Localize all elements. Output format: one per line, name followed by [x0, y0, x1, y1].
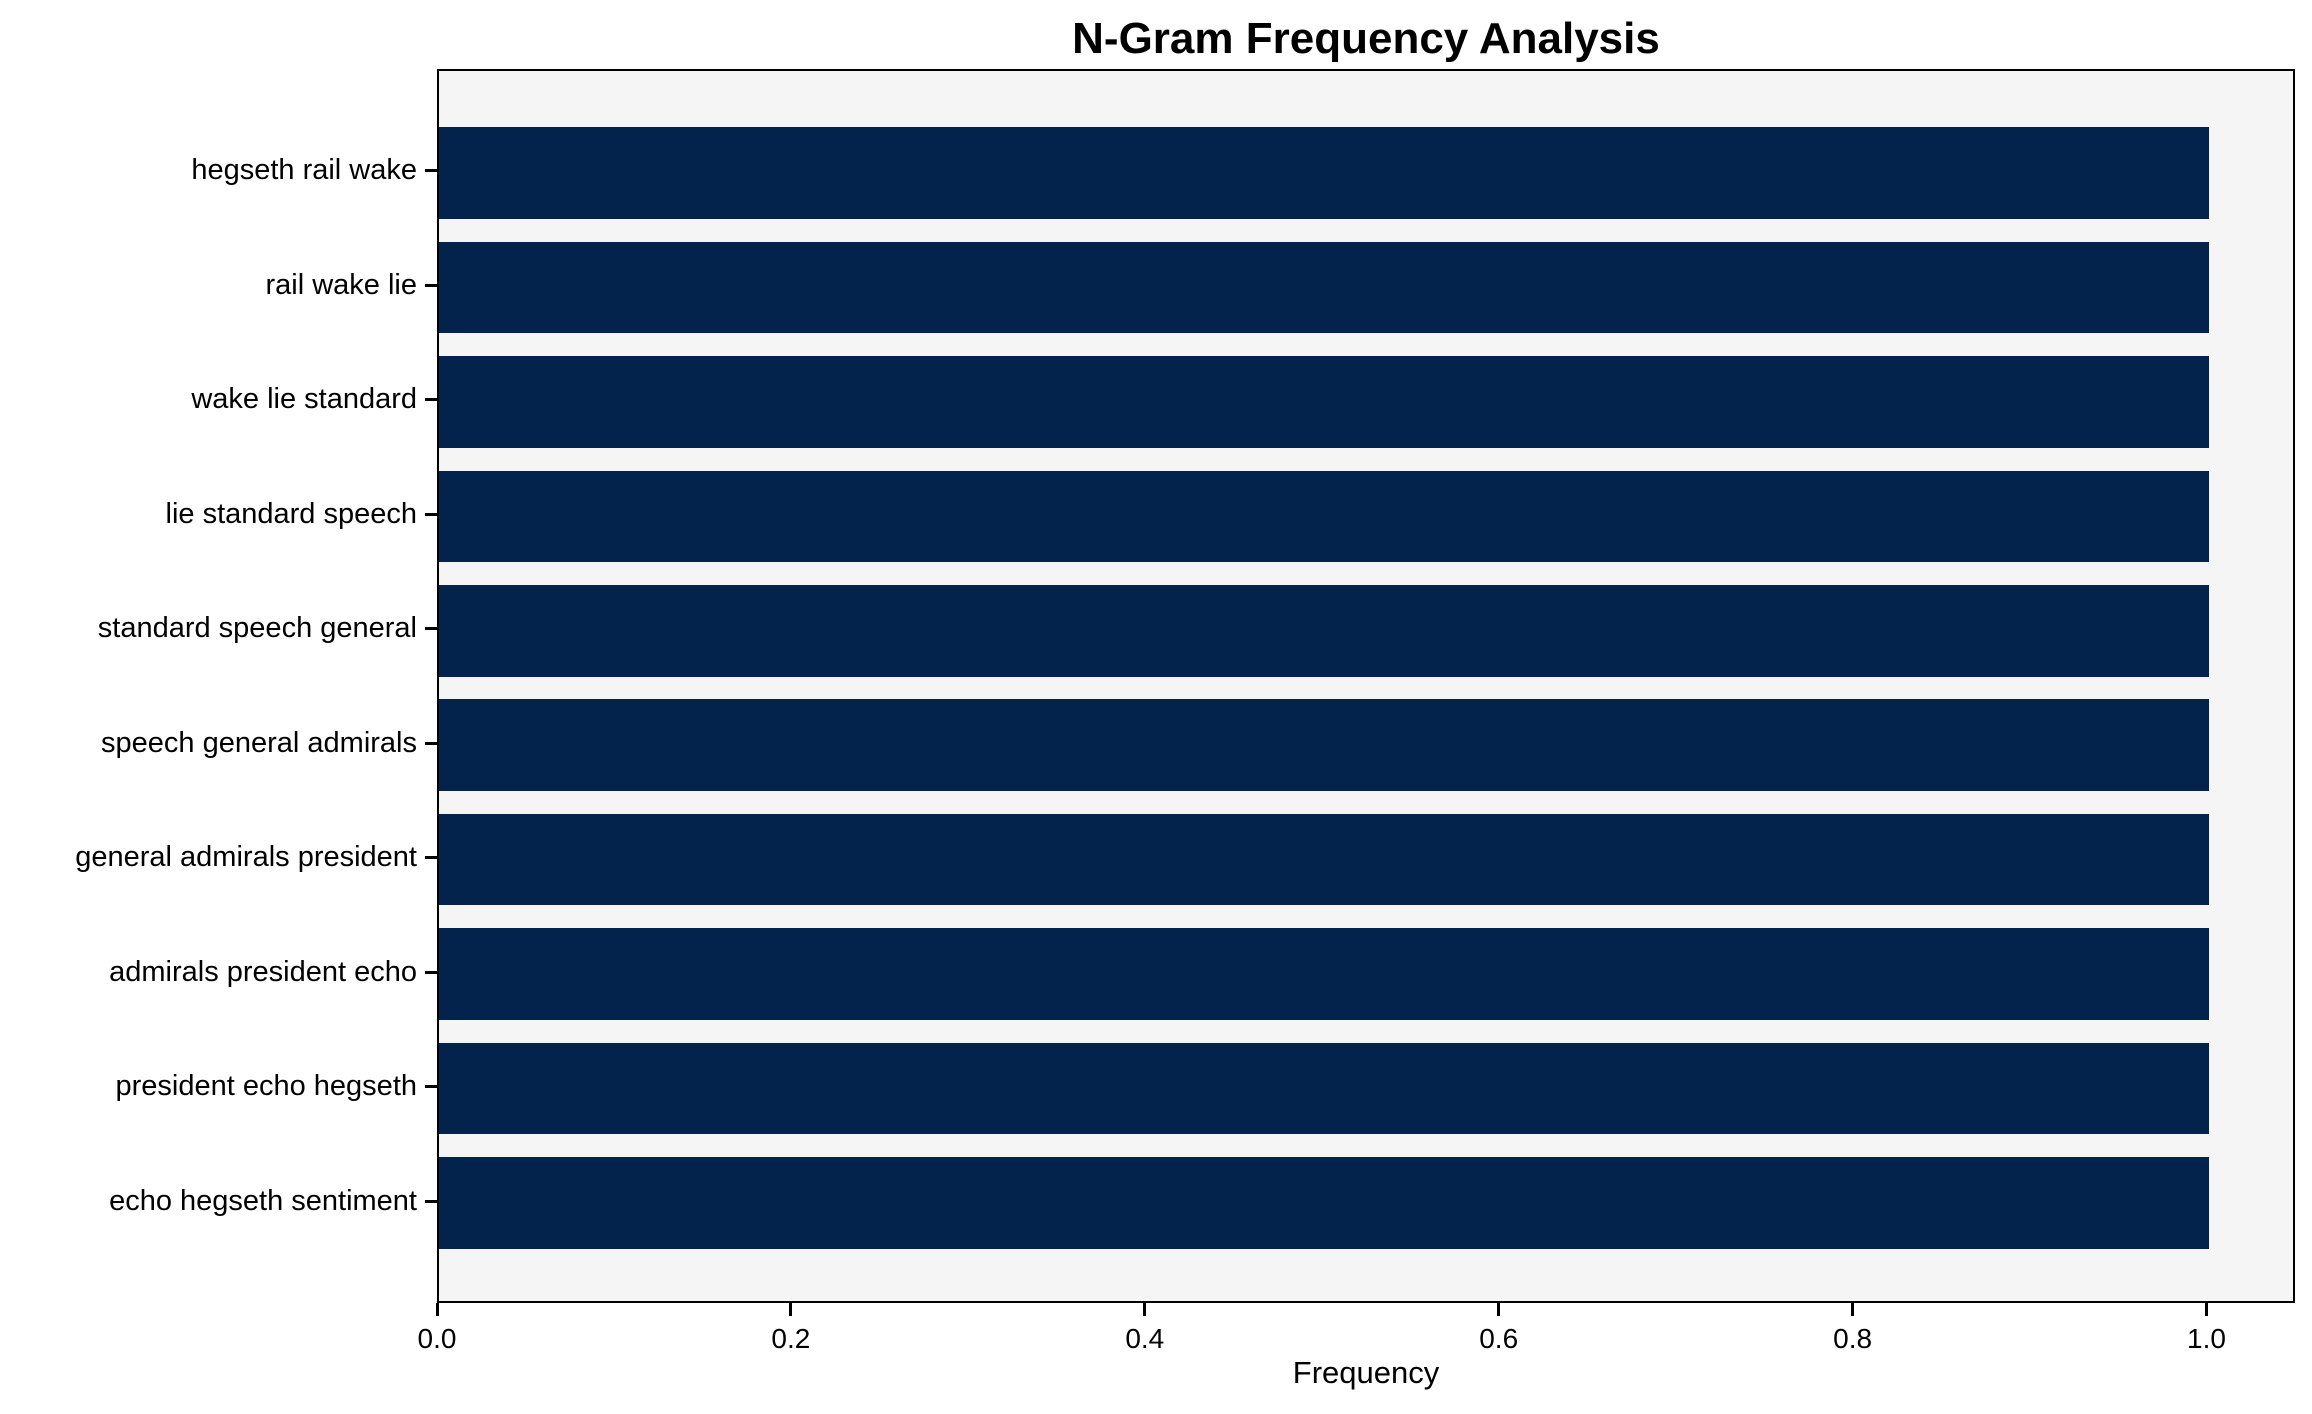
x-tick-label: 0.2: [771, 1323, 811, 1354]
x-tick-label: 0.4: [1125, 1323, 1165, 1354]
y-tick-mark: [425, 741, 437, 745]
x-tick-label: 0.6: [1479, 1323, 1519, 1354]
y-tick-label: rail wake lie: [265, 268, 418, 301]
y-tick-label: standard speech general: [97, 612, 417, 645]
bar: [439, 813, 2209, 906]
y-tick-mark: [425, 1199, 437, 1203]
x-tick-mark: [2205, 1303, 2209, 1316]
bar: [439, 356, 2209, 448]
y-tick-mark: [425, 398, 437, 402]
y-tick-label: wake lie standard: [191, 383, 417, 416]
x-tick-mark: [789, 1303, 793, 1316]
y-tick-label: president echo hegseth: [115, 1070, 418, 1103]
plot-area: [437, 69, 2295, 1303]
chart-title: N-Gram Frequency Analysis: [1072, 14, 1660, 63]
y-tick-mark: [425, 169, 437, 173]
bar: [439, 127, 2209, 219]
x-tick-mark: [435, 1303, 439, 1316]
bar: [439, 470, 2209, 563]
x-tick-mark: [1851, 1303, 1855, 1316]
y-tick-mark: [425, 856, 437, 860]
y-tick-label: general admirals president: [75, 841, 417, 874]
y-tick-mark: [425, 283, 437, 287]
x-tick-label: 0.0: [417, 1323, 457, 1354]
bar: [439, 1157, 2209, 1249]
y-tick-mark: [425, 970, 437, 974]
y-tick-label: echo hegseth sentiment: [109, 1184, 417, 1217]
y-tick-mark: [425, 627, 437, 631]
y-tick-mark: [425, 512, 437, 516]
y-tick-label: speech general admirals: [101, 726, 417, 759]
x-tick-label: 1.0: [2187, 1323, 2226, 1354]
y-tick-label: lie standard speech: [165, 497, 418, 530]
y-tick-mark: [425, 1085, 437, 1089]
bar: [439, 699, 2209, 791]
x-tick-mark: [1143, 1303, 1147, 1316]
x-tick-mark: [1497, 1303, 1501, 1316]
y-tick-label: admirals president echo: [109, 955, 417, 988]
x-tick-label: 0.8: [1833, 1323, 1873, 1354]
x-axis-label: Frequency: [1292, 1355, 1440, 1390]
y-tick-label: hegseth rail wake: [191, 154, 417, 187]
bar: [439, 584, 2209, 677]
bar: [439, 1042, 2209, 1135]
bar: [439, 241, 2209, 334]
bar: [439, 928, 2209, 1020]
